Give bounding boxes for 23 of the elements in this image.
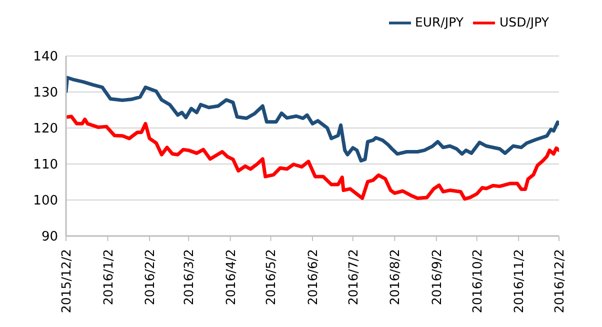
x-tick-label: 2016/6/2	[305, 249, 320, 306]
y-tick-label: 120	[33, 122, 58, 137]
x-tick-label: 2016/3/2	[181, 249, 196, 306]
y-tick-label: 130	[33, 86, 58, 101]
x-tick-label: 2016/12/2	[552, 249, 566, 314]
x-tick-label: 2016/4/2	[222, 249, 238, 306]
legend-label: EUR/JPY	[414, 14, 464, 30]
y-tick-label: 110	[33, 158, 58, 173]
x-tick-label: 2016/11/2	[511, 249, 526, 314]
x-tick-label: 2016/10/2	[469, 249, 484, 314]
x-tick-label: 2015/12/2	[58, 249, 74, 314]
legend-label: USD/JPY	[499, 14, 549, 30]
x-tick-label: 2016/7/2	[345, 249, 360, 306]
y-tick-label: 100	[33, 194, 58, 209]
line-series	[66, 114, 559, 201]
x-tick-label: 2016/5/2	[263, 249, 278, 306]
line-series	[66, 76, 559, 163]
y-tick-label: 140	[33, 50, 58, 65]
y-tick-label: 90	[41, 230, 58, 245]
x-tick-label: 2016/2/2	[142, 249, 158, 306]
x-tick-label: 2016/8/2	[387, 249, 402, 306]
x-tick-label: 2016/1/2	[100, 249, 116, 306]
x-tick-label: 2016/9/2	[428, 249, 444, 306]
